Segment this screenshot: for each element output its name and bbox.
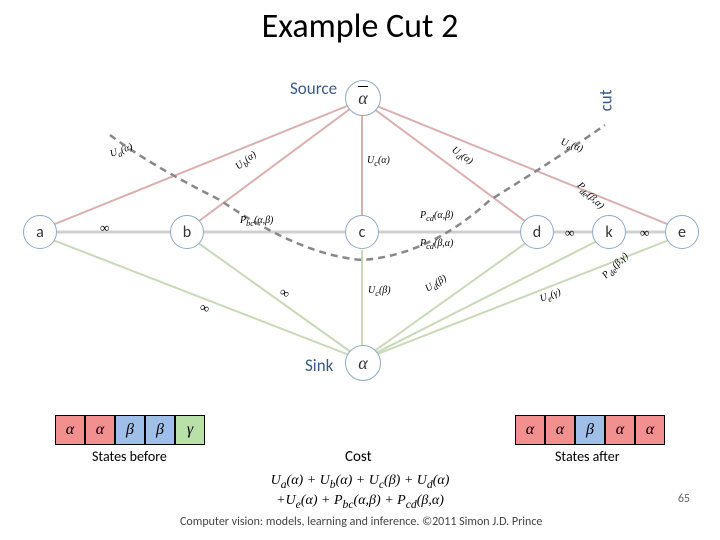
cost-label: Cost xyxy=(345,448,372,466)
inf-ab: ∞ xyxy=(100,220,109,236)
page-title: Example Cut 2 xyxy=(0,6,720,47)
state-cell: α xyxy=(55,415,85,445)
label-pcd: Pcd(α,β) xyxy=(420,210,453,223)
states-before-caption: States before xyxy=(92,448,167,465)
states-after-caption: States after xyxy=(555,448,620,465)
label-ueg: Ue(γ) xyxy=(538,287,563,307)
label-pde2: Pde(β,γ) xyxy=(600,251,632,283)
label-pde: Pde(β,α) xyxy=(573,180,606,213)
label-ub: Ub(α) xyxy=(233,149,259,174)
label-ua: Ua(α) xyxy=(108,141,134,161)
state-cell: β xyxy=(115,415,145,445)
inf-b-sink: ∞ xyxy=(277,284,293,302)
label-uc: Uc(α) xyxy=(367,155,390,168)
states-after-row: ααβαα xyxy=(515,415,665,445)
inf-a-sink: ∞ xyxy=(197,299,212,317)
cost-formula-2: +Ue(α) + Pbc(α,β) + Pcd(β,α) xyxy=(160,493,560,511)
inf-ke: ∞ xyxy=(640,225,649,241)
node-source: α xyxy=(345,80,381,116)
inf-dk: ∞ xyxy=(565,225,574,241)
label-ue: Ue(α) xyxy=(558,136,584,156)
footer-text: Computer vision: models, learning and in… xyxy=(180,515,542,529)
node-k: k xyxy=(592,215,626,249)
state-cell: α xyxy=(545,415,575,445)
state-cell: β xyxy=(145,415,175,445)
node-a: a xyxy=(23,215,57,249)
sink-label: Sink xyxy=(305,355,333,376)
label-pcd2: Pcd(β,α) xyxy=(420,238,453,251)
cut-label: cut xyxy=(595,90,616,112)
graph-diagram: Source Sink cut α α a b c d e k Ua(α) Ub… xyxy=(0,60,720,410)
state-cell: α xyxy=(515,415,545,445)
label-pbc: Pbc(α,β) xyxy=(240,215,273,228)
label-udb: Ud(β) xyxy=(423,273,449,296)
label-ud: Ud(α) xyxy=(448,144,475,168)
node-b: b xyxy=(170,215,204,249)
page-number: 65 xyxy=(678,492,690,506)
source-label: Source xyxy=(290,78,337,99)
state-cell: α xyxy=(605,415,635,445)
node-e: e xyxy=(665,215,699,249)
states-before-row: ααββγ xyxy=(55,415,205,445)
state-cell: β xyxy=(575,415,605,445)
state-cell: γ xyxy=(175,415,205,445)
node-c: c xyxy=(345,215,379,249)
state-cell: α xyxy=(635,415,665,445)
label-ucb: Uc(β) xyxy=(368,285,391,298)
state-cell: α xyxy=(85,415,115,445)
cost-formula-1: Ua(α) + Ub(α) + Uc(β) + Ud(α) xyxy=(160,473,560,491)
node-d: d xyxy=(520,215,554,249)
node-sink: α xyxy=(345,345,381,381)
